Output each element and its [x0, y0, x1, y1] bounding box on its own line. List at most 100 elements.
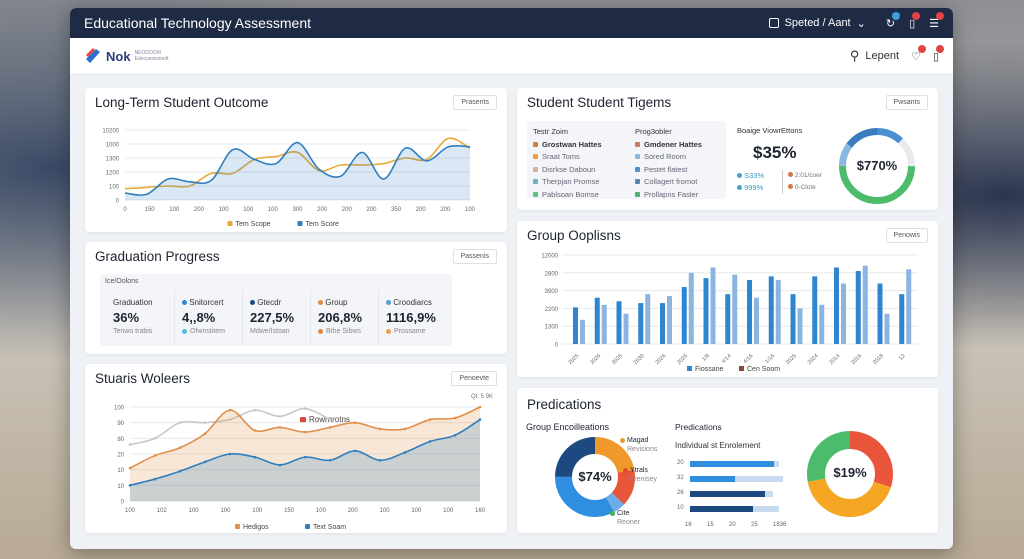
x-tick-label: 100: [252, 508, 263, 514]
data-point: [203, 432, 207, 435]
card-title: Graduation Progress: [95, 249, 220, 264]
stat-value: 227,5%: [250, 310, 295, 325]
data-point: [153, 454, 157, 457]
x-tick-label: 1/8: [701, 353, 711, 363]
bar: [580, 319, 585, 344]
x-tick-label: 2025: [611, 353, 624, 366]
data-point: [253, 455, 257, 459]
enrolment-bar-row: 32: [675, 475, 815, 483]
messages-button[interactable]: ♡: [911, 44, 926, 63]
x-tick-label: 102: [157, 508, 168, 514]
x-tick-label: 1836: [773, 522, 787, 528]
legend-item: Collagert fromot: [635, 177, 702, 186]
list-header: Testr Zoim: [533, 127, 569, 136]
data-point: [178, 446, 182, 450]
presets-button[interactable]: Passenis: [452, 249, 497, 264]
prediction-donut: [807, 431, 893, 517]
legend-label: Fiossane: [695, 366, 724, 373]
bar: [754, 297, 759, 344]
stat-label: Croodiarcs: [386, 298, 439, 307]
enrolment-bar-row: 10: [675, 505, 815, 513]
x-tick-label: 100: [443, 508, 454, 514]
donut-segment: [555, 437, 635, 517]
x-tick-label: 2025: [568, 353, 581, 366]
graduation-card: Graduation Progress Passenis Ice/Oolons …: [85, 242, 507, 354]
series-area: [125, 142, 470, 200]
bar: [645, 294, 651, 344]
presets-button[interactable]: Penowis: [885, 228, 928, 243]
heart-clipboard-icon: ♡: [911, 50, 921, 63]
x-tick-label: 1/16: [764, 353, 776, 365]
x-tick-label: 25: [751, 522, 758, 528]
clipboard-alert-icon: ▯: [932, 50, 939, 63]
stat-cell: Croodiarcs 1116,9% Prossame: [378, 290, 446, 346]
search-button[interactable]: ⚲ Lepent: [849, 48, 900, 63]
donut-callout: Cite Reoner: [610, 509, 640, 527]
data-point: [253, 408, 257, 412]
data-point: [403, 451, 407, 454]
legend-label: Tem Score: [306, 221, 340, 228]
bar: [768, 276, 774, 344]
y-tick-label: 0: [116, 199, 120, 205]
card-title: Group Ooplisns: [527, 228, 621, 243]
sub-header: Nok NEODOOM Edecuesisniedt ⚲ Lepent ♡ ▯: [70, 38, 953, 75]
data-point: [453, 416, 457, 420]
presets-button[interactable]: Penoevte: [451, 371, 497, 386]
stat-value: 206,8%: [318, 310, 363, 325]
presets-button[interactable]: Pwsants: [885, 95, 928, 110]
bar: [855, 271, 861, 344]
bar: [877, 283, 883, 344]
notifications-button[interactable]: ▯: [909, 11, 921, 30]
stat-sub: Prossame: [386, 328, 439, 335]
card-title: Long-Term Student Outcome: [95, 95, 269, 110]
alerts-button[interactable]: ▯: [932, 44, 944, 63]
role-selector[interactable]: Speted / Aant ⌄: [768, 17, 866, 30]
outcome-chart: 0 100 1200 1300 1000 10200 0 150 100 200 100 100 100…: [102, 129, 475, 229]
bar: [703, 278, 709, 344]
stat-value: 1116,9%: [386, 310, 436, 325]
app-title: Educational Technology Assessment: [84, 15, 311, 31]
y-tick-label: 10: [117, 468, 124, 474]
bar: [862, 265, 868, 344]
bar: [623, 313, 629, 344]
x-tick-label: 200: [317, 207, 328, 213]
legend-swatch: [305, 524, 310, 529]
bar: [681, 287, 687, 344]
calendar-icon: [768, 18, 779, 28]
mini-stats: S33% 999%: [737, 170, 764, 194]
presets-button[interactable]: Prasents: [453, 95, 497, 110]
stat-value: 36%: [113, 310, 140, 325]
y-tick-label: 10200: [102, 129, 119, 135]
stat-cell: Gtecdr 227,5% Mdwe/Istoan: [242, 290, 310, 346]
data-point: [478, 405, 482, 409]
mini-labels: 2:01/coer 0-Clote: [782, 170, 822, 194]
data-point: [328, 426, 332, 429]
legend-swatch: [739, 366, 744, 371]
data-point: [428, 440, 432, 443]
legend-item: Sored Room: [635, 152, 702, 161]
groups-bar-chart: 0 1300 2200 3900 2800 12000 2025 2026 2025 2030 20…: [541, 254, 918, 373]
y-tick-label: 100: [109, 185, 120, 191]
x-tick-label: 2030: [633, 353, 646, 366]
y-tick-label: 2200: [545, 307, 559, 313]
bar: [819, 304, 825, 344]
sync-button[interactable]: ↻: [886, 11, 901, 30]
data-point: [253, 429, 257, 432]
x-tick-label: 12: [898, 353, 907, 362]
x-tick-label: 100: [411, 508, 422, 514]
series-line: [124, 137, 471, 190]
card-title: Student Student Tigems: [527, 95, 672, 110]
legend-item: Disrkse Daboun: [533, 165, 602, 174]
logo-icon: [86, 48, 100, 63]
y-tick-label: 3900: [545, 289, 559, 295]
x-tick-label: 20: [729, 522, 736, 528]
x-tick-label: 100: [268, 207, 279, 213]
x-tick-label: 0: [123, 207, 127, 213]
stat-label: Graduation: [113, 298, 153, 307]
legend-item: Sraat Toms: [533, 152, 602, 161]
menu-button[interactable]: ☰: [929, 11, 944, 30]
y-tick-label: 90: [117, 421, 124, 427]
data-point: [303, 430, 307, 434]
legend-item: Grostwan Hattes: [533, 140, 602, 149]
y-tick-label: 1200: [106, 171, 120, 177]
